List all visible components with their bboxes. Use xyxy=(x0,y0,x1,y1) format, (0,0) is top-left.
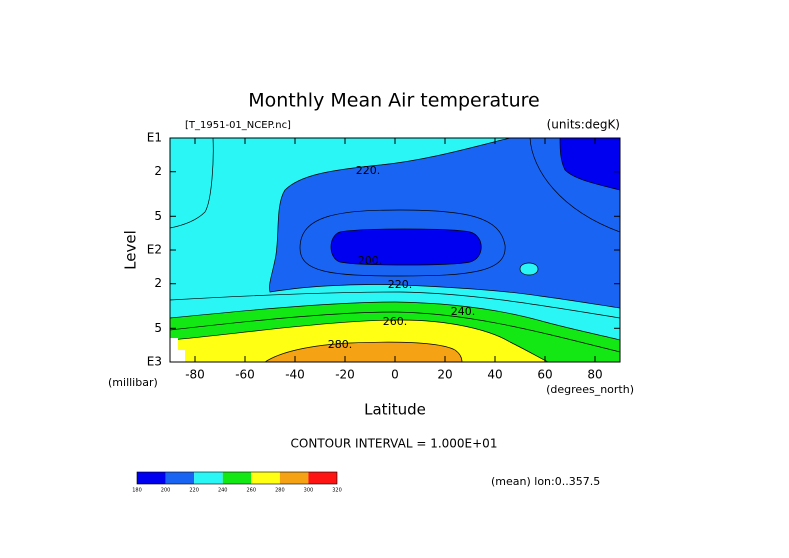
colorbar-label: 180 xyxy=(132,488,142,494)
x-tick-label: 60 xyxy=(537,368,552,382)
colorbar-label: 220 xyxy=(189,488,199,494)
x-axis-label: Latitude xyxy=(364,401,426,419)
y-tick-label: 2 xyxy=(154,164,162,178)
contour-line xyxy=(529,138,620,233)
colorbar-label: 300 xyxy=(304,488,314,494)
note: (mean) lon:0..357.5 xyxy=(491,475,600,488)
x-tick-label: -20 xyxy=(335,368,355,382)
colorbar-band xyxy=(194,472,223,484)
chart-title: Monthly Mean Air temperature xyxy=(248,90,539,112)
band-fill xyxy=(559,138,620,191)
colorbar-band xyxy=(222,472,252,484)
colorbar-label: 260 xyxy=(247,488,257,494)
contour-line xyxy=(170,138,214,229)
band-fill xyxy=(264,341,463,362)
contour-label: 200. xyxy=(358,254,383,267)
band-fill xyxy=(519,262,539,276)
y-tick-label: 2 xyxy=(154,276,162,290)
colorbar-label: 200 xyxy=(161,488,171,494)
x-tick-label: -80 xyxy=(185,368,205,382)
contour-line xyxy=(170,311,620,353)
units-label: (units:degK) xyxy=(547,118,620,132)
x-units: (degrees_north) xyxy=(546,383,634,396)
contour-label: 220. xyxy=(356,164,381,177)
colorbar-label: 240 xyxy=(218,488,228,494)
x-tick-label: 40 xyxy=(487,368,502,382)
contour-label: 280. xyxy=(328,338,353,351)
y-tick-label: E3 xyxy=(147,355,162,369)
colorbar-label: 320 xyxy=(332,488,342,494)
contour-label: 260. xyxy=(383,315,408,328)
y-units: (millibar) xyxy=(108,376,158,389)
colorbar-band xyxy=(251,472,280,484)
x-tick-label: 80 xyxy=(587,368,602,382)
colorbar-label: 280 xyxy=(275,488,285,494)
contour-label: 220. xyxy=(388,278,413,291)
y-tick-label: 5 xyxy=(154,209,162,223)
dataset-label: [T_1951-01_NCEP.nc] xyxy=(185,120,291,131)
colorbar-band xyxy=(137,472,166,484)
contour-line xyxy=(299,209,506,277)
contour-line xyxy=(170,291,620,319)
colorbar-band xyxy=(308,472,337,484)
colorbar-band xyxy=(165,472,195,484)
colorbar-frame xyxy=(136,471,338,485)
y-tick-label: E1 xyxy=(147,131,162,145)
colorbar-band xyxy=(279,472,309,484)
contour-field xyxy=(170,138,620,362)
contour-interval: CONTOUR INTERVAL = 1.000E+01 xyxy=(291,437,498,451)
y-tick-label: 5 xyxy=(154,321,162,335)
x-tick-label: 0 xyxy=(391,368,399,382)
y-tick-label: E2 xyxy=(147,243,162,257)
missing-region xyxy=(170,338,185,362)
band-fill xyxy=(330,228,482,266)
x-tick-label: -40 xyxy=(285,368,305,382)
y-axis-label: Level xyxy=(122,230,140,270)
x-tick-label: 20 xyxy=(437,368,452,382)
contour-label: 240. xyxy=(451,305,476,318)
x-tick-label: -60 xyxy=(235,368,255,382)
